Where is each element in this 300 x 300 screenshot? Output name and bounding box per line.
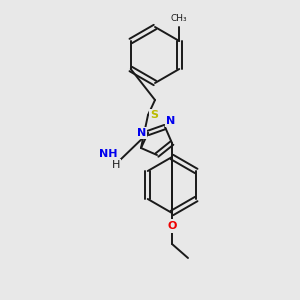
Text: NH: NH (100, 149, 118, 159)
Text: O: O (167, 221, 177, 231)
Text: S: S (150, 110, 158, 120)
Text: N: N (137, 128, 146, 138)
Text: H: H (112, 160, 120, 170)
Text: CH₃: CH₃ (171, 14, 188, 23)
Text: N: N (166, 116, 175, 126)
